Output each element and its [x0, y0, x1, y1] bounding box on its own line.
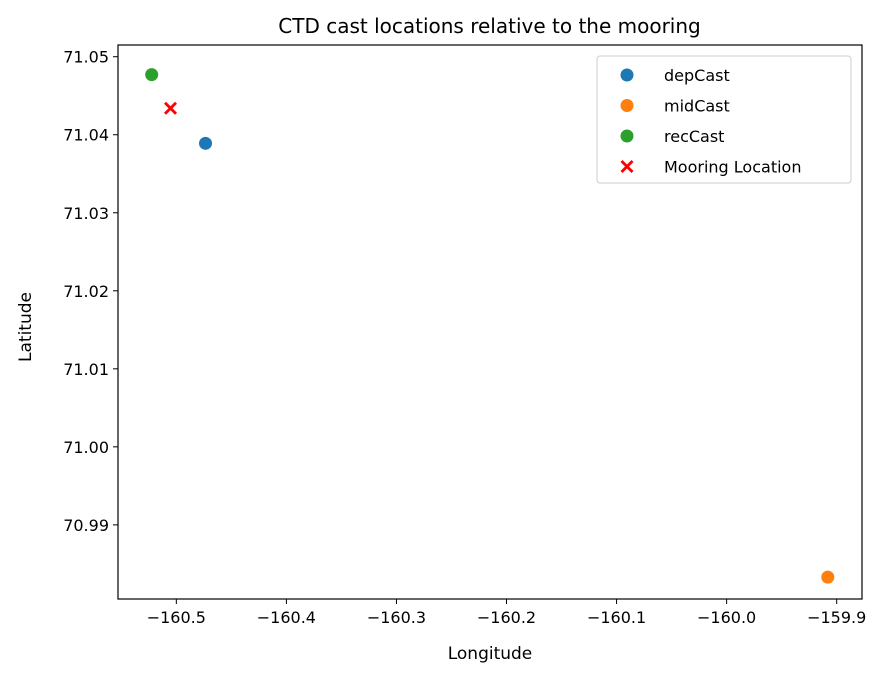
- x-tick-label: −160.0: [697, 608, 756, 627]
- x-tick-label: −160.5: [147, 608, 206, 627]
- x-tick-label: −160.1: [587, 608, 646, 627]
- x-tick-label: −160.3: [367, 608, 426, 627]
- legend-marker-reccast: [620, 129, 634, 143]
- y-tick-label: 71.05: [63, 48, 109, 67]
- y-tick-label: 71.03: [63, 204, 109, 223]
- axis-ticks: −160.5 −160.4 −160.3 −160.2 −160.1 −160.0 −159…: [63, 48, 866, 627]
- y-tick-label: 70.99: [63, 516, 109, 535]
- y-axis-label: Latitude: [16, 292, 36, 362]
- legend-box: [596, 55, 852, 184]
- plot-frame: [117, 44, 863, 600]
- legend-label-depcast: depCast: [664, 66, 730, 85]
- chart-title: CTD cast locations relative to the moori…: [278, 14, 700, 38]
- legend-marker-mooring-location-stroke-b: [620, 160, 634, 173]
- legend-marker-depcast: [620, 68, 634, 82]
- data-point-reccast-0: [145, 68, 159, 82]
- y-tick-label: 71.01: [63, 360, 109, 379]
- x-tick-label: −160.2: [477, 608, 536, 627]
- legend-marker-mooring-location: [620, 160, 634, 173]
- data-point-mooring-location-0-stroke-b: [164, 101, 177, 115]
- plot-area: [145, 68, 835, 584]
- y-tick-label: 71.00: [63, 438, 109, 457]
- x-tick-label: −160.4: [257, 608, 316, 627]
- legend-label-reccast: recCast: [664, 127, 724, 146]
- legend: depCast midCast recCast Mooring Location: [596, 55, 852, 184]
- legend-label-mooring-location: Mooring Location: [664, 158, 801, 177]
- x-tick-label: −159.9: [807, 608, 866, 627]
- x-axis-label: Longitude: [448, 644, 533, 664]
- data-point-midcast-0: [821, 570, 835, 584]
- data-point-mooring-location-0: [164, 101, 177, 115]
- y-tick-label: 71.02: [63, 282, 109, 301]
- legend-marker-midcast: [620, 99, 634, 112]
- y-tick-label: 71.04: [63, 126, 109, 145]
- legend-entries: depCast midCast recCast Mooring Location: [620, 66, 801, 177]
- legend-label-midcast: midCast: [664, 97, 730, 116]
- data-point-depcast-0: [198, 136, 212, 150]
